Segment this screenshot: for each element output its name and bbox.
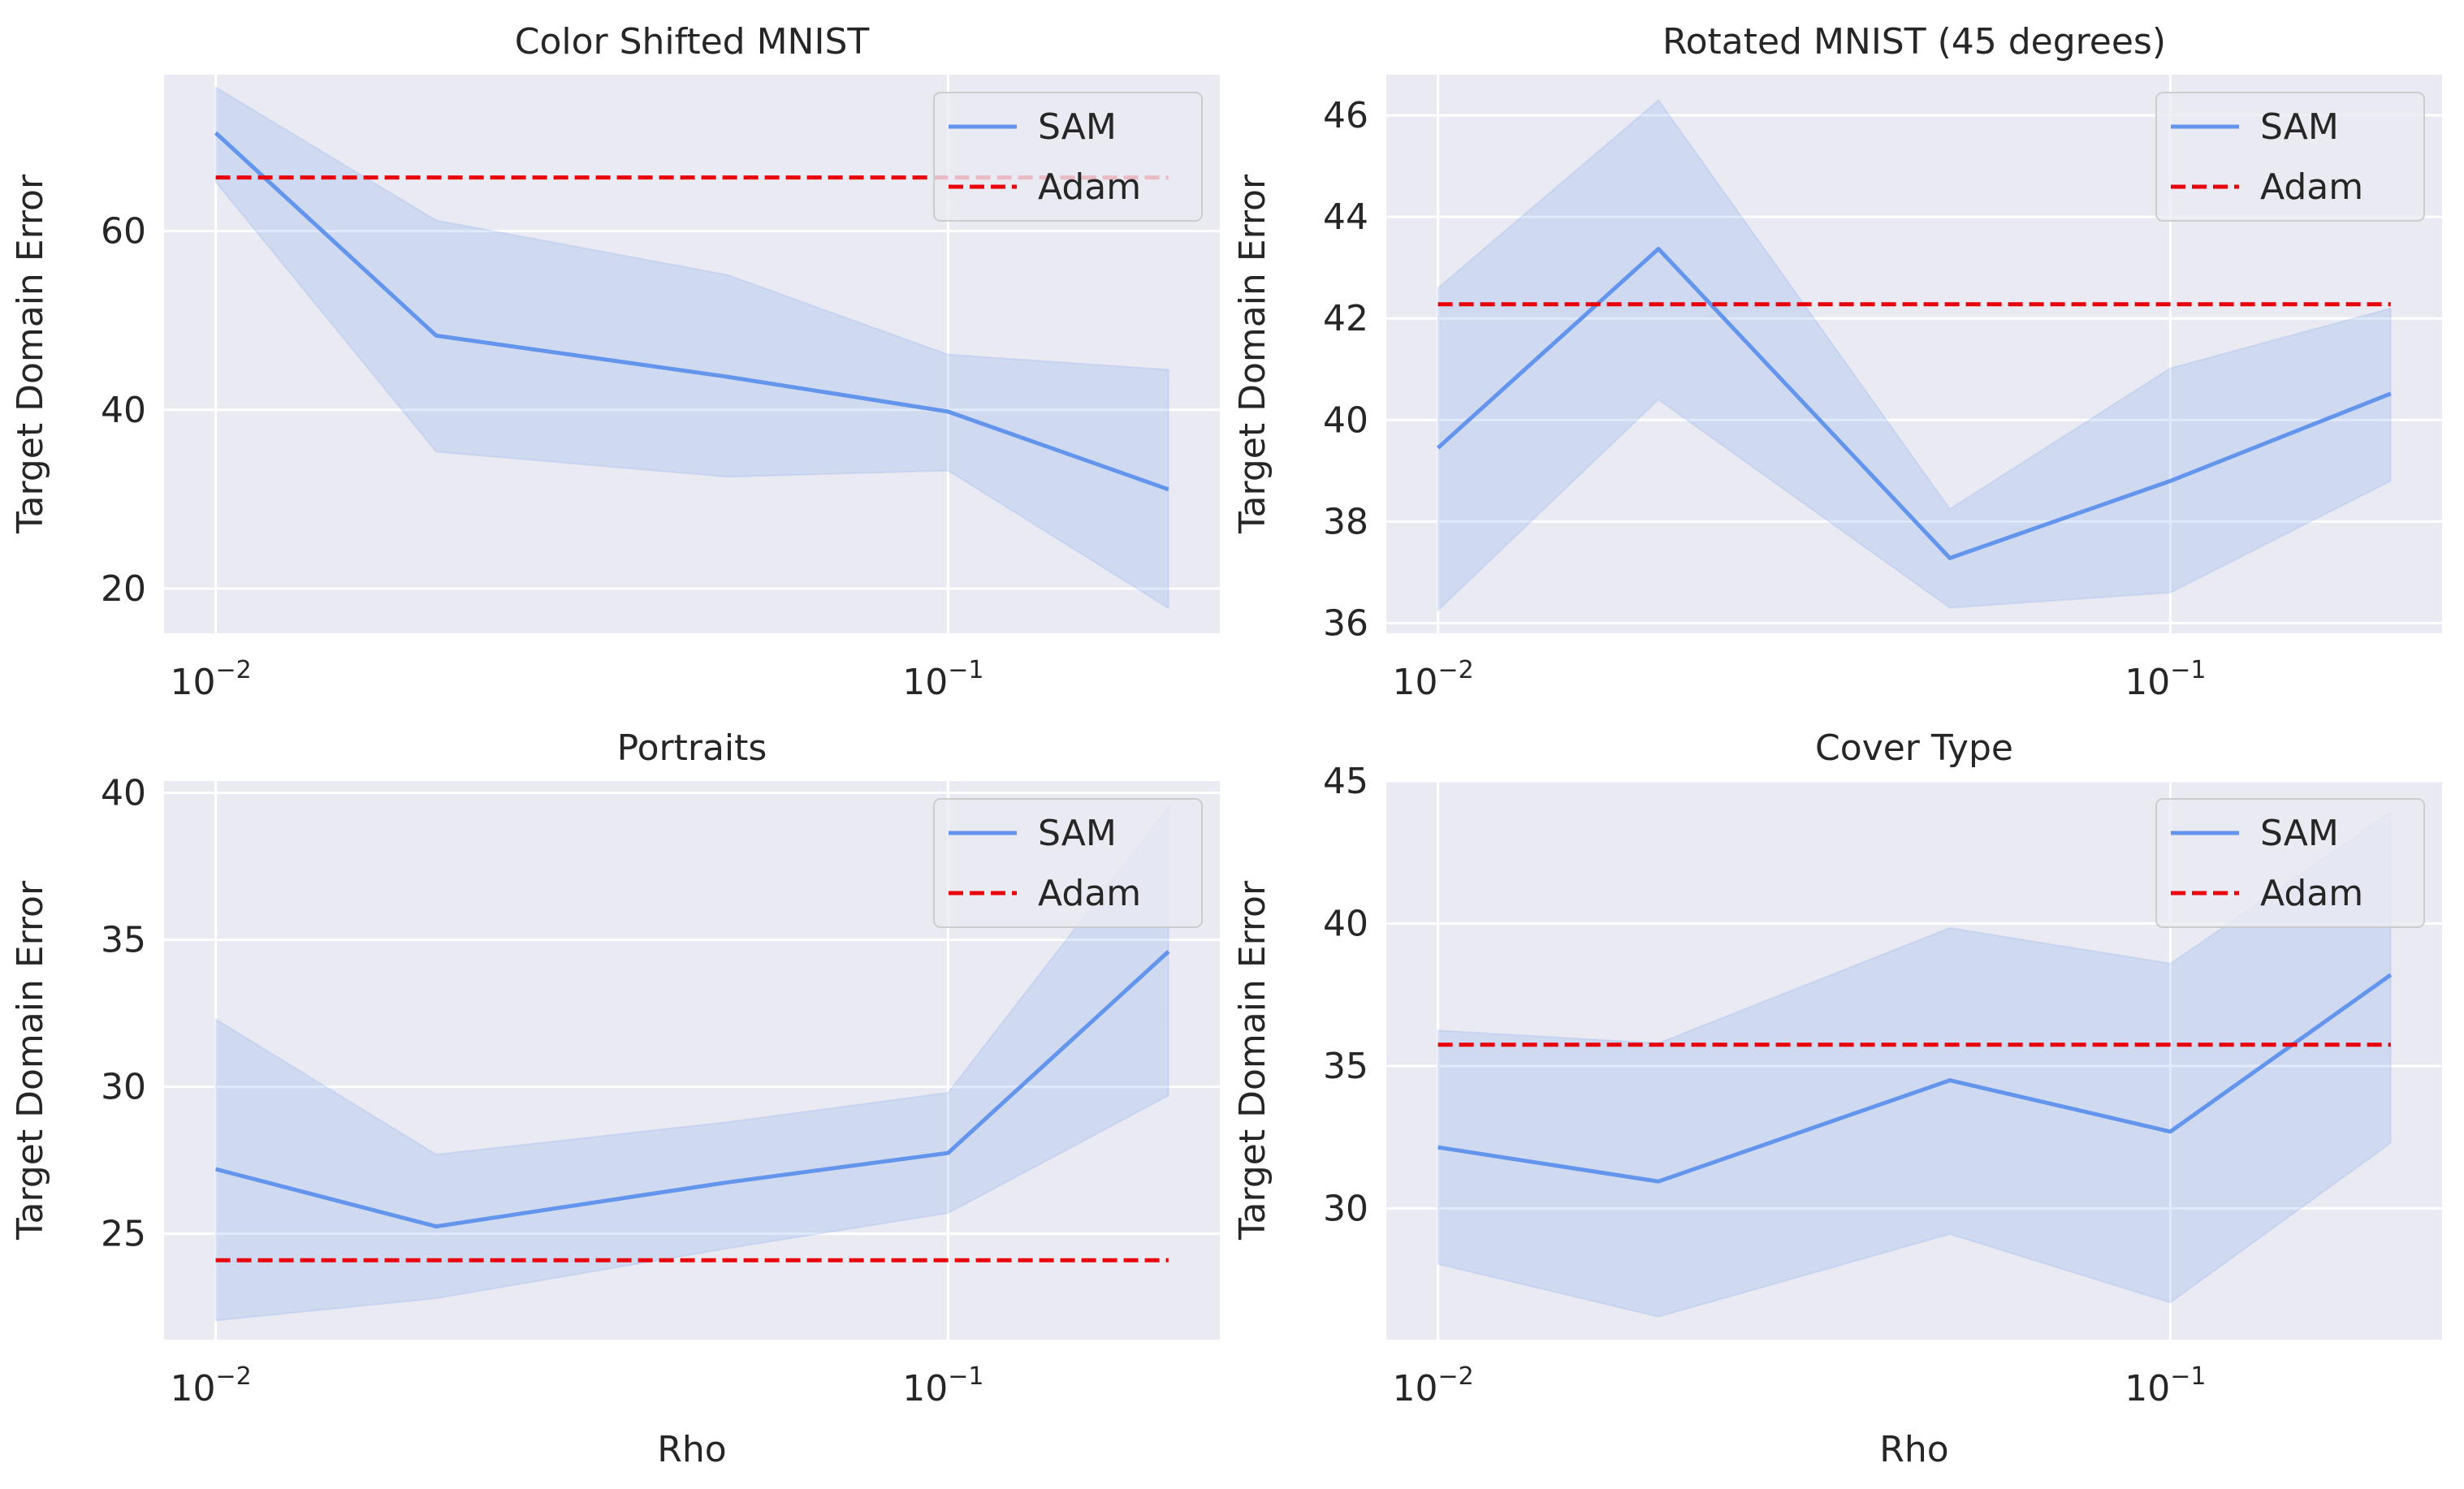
legend-label: SAM xyxy=(2260,813,2339,854)
legend-label: SAM xyxy=(1038,813,1117,854)
legend-label: Adam xyxy=(2260,873,2363,914)
y-tick-label: 60 xyxy=(101,211,146,252)
legend-label: Adam xyxy=(1038,166,1141,208)
y-tick-label: 42 xyxy=(1323,298,1368,339)
x-tick-label: 10−1 xyxy=(902,1362,983,1409)
confidence-band xyxy=(214,85,1169,611)
tick-exponent: −2 xyxy=(216,656,252,684)
tick-base: 10 xyxy=(171,662,216,703)
x-tick-label: 10−2 xyxy=(1393,656,1474,703)
x-tick-label: 10−1 xyxy=(2125,656,2206,703)
series-line xyxy=(214,950,1170,1229)
y-tick-label: 44 xyxy=(1323,196,1368,238)
x-axis-label: Rho xyxy=(657,1429,726,1470)
y-axis-label: Target Domain Error xyxy=(10,174,51,534)
y-tick-label: 30 xyxy=(101,1067,146,1108)
tick-base: 10 xyxy=(902,662,948,703)
y-axis-label: Target Domain Error xyxy=(1232,880,1273,1241)
x-axis-label: Rho xyxy=(1879,1429,1948,1470)
y-tick-label: 20 xyxy=(101,568,146,610)
y-tick-label: 38 xyxy=(1323,501,1368,542)
confidence-band xyxy=(1437,98,2392,613)
tick-exponent: −2 xyxy=(1438,1362,1474,1391)
tick-base: 10 xyxy=(1393,1368,1438,1409)
tick-base: 10 xyxy=(902,1368,948,1409)
confidence-band xyxy=(214,805,1169,1322)
legend-label: Adam xyxy=(2260,166,2363,208)
tick-base: 10 xyxy=(2125,1368,2170,1409)
x-tick-label: 10−2 xyxy=(171,1362,252,1409)
tick-exponent: −2 xyxy=(216,1362,252,1391)
x-tick-label: 10−2 xyxy=(1393,1362,1474,1409)
tick-exponent: −1 xyxy=(2170,656,2206,684)
series-line xyxy=(214,131,1169,492)
tick-exponent: −1 xyxy=(2170,1362,2206,1391)
y-tick-label: 35 xyxy=(101,920,146,961)
chart-title: Rotated MNIST (45 degrees) xyxy=(1662,21,2166,63)
chart-title: Portraits xyxy=(617,727,767,769)
y-tick-label: 40 xyxy=(101,772,146,814)
y-axis-label: Target Domain Error xyxy=(1232,174,1273,534)
x-tick-label: 10−2 xyxy=(171,656,252,703)
tick-exponent: −1 xyxy=(948,656,983,684)
legend: SAM Adam xyxy=(2155,92,2425,222)
y-tick-label: 25 xyxy=(101,1214,146,1255)
chart-title: Color Shifted MNIST xyxy=(515,21,870,63)
y-tick-label: 36 xyxy=(1323,602,1368,644)
series-line xyxy=(1436,247,2392,560)
x-tick-label: 10−1 xyxy=(2125,1362,2206,1409)
tick-exponent: −2 xyxy=(1438,656,1474,684)
series-line xyxy=(1437,973,2393,1184)
legend-label: SAM xyxy=(2260,106,2339,148)
y-tick-label: 45 xyxy=(1323,761,1368,802)
y-tick-label: 30 xyxy=(1323,1189,1368,1230)
legend-label: SAM xyxy=(1038,106,1117,148)
tick-base: 10 xyxy=(171,1368,216,1409)
tick-base: 10 xyxy=(1393,662,1438,703)
tick-base: 10 xyxy=(2125,662,2170,703)
legend: SAM Adam xyxy=(2155,798,2425,928)
tick-exponent: −1 xyxy=(948,1362,983,1391)
x-tick-label: 10−1 xyxy=(902,656,983,703)
y-axis-label: Target Domain Error xyxy=(10,880,51,1241)
y-tick-label: 40 xyxy=(101,390,146,431)
legend-label: Adam xyxy=(1038,873,1141,914)
y-tick-label: 40 xyxy=(1323,904,1368,945)
confidence-band xyxy=(1437,810,2392,1318)
y-tick-label: 46 xyxy=(1323,95,1368,136)
y-tick-label: 35 xyxy=(1323,1046,1368,1087)
chart-title: Cover Type xyxy=(1815,727,2013,769)
y-tick-label: 40 xyxy=(1323,399,1368,441)
legend: SAM Adam xyxy=(933,92,1203,222)
legend: SAM Adam xyxy=(933,798,1203,928)
